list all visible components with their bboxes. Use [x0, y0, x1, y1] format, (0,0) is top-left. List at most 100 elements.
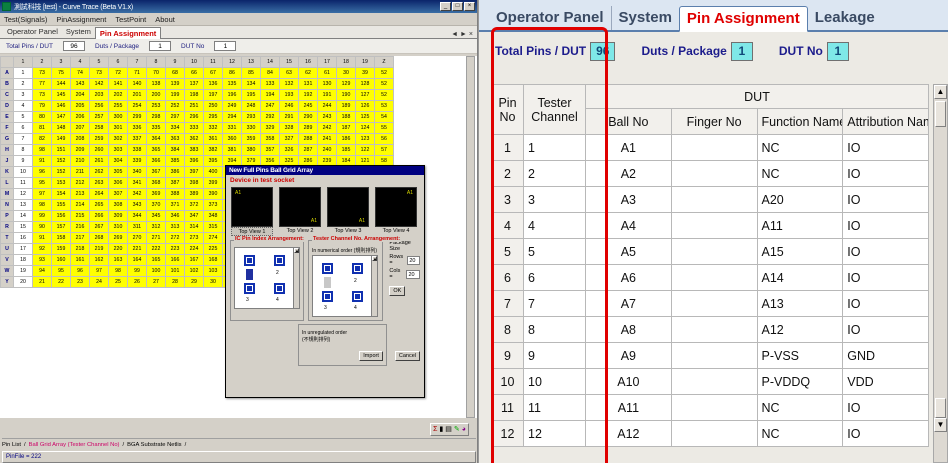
grid-cell[interactable]: 63 [279, 67, 299, 79]
cell-pin-no[interactable]: 8 [491, 316, 524, 343]
top-view-4-caption[interactable]: Top View 4 [382, 228, 410, 234]
grid-cell[interactable]: 292 [260, 111, 280, 123]
grid-cell[interactable]: 302 [108, 133, 128, 145]
grid-cell[interactable]: 248 [241, 100, 261, 112]
grid-cell[interactable]: 140 [127, 78, 147, 90]
grid-cell[interactable]: 80 [32, 111, 52, 123]
sheet-tab-ball-grid-array[interactable]: Ball Grid Array (Tester Channel No) [28, 441, 120, 448]
grid-cell[interactable]: 331 [222, 122, 242, 134]
total-pins-field[interactable]: 96 [62, 41, 85, 51]
cell-pin-no[interactable]: 3 [491, 186, 524, 213]
grid-cell[interactable]: 185 [336, 144, 356, 156]
grid-cell[interactable]: 373 [203, 199, 223, 211]
grid-cell[interactable]: 26 [127, 276, 147, 288]
grid-cell[interactable]: 58 [374, 155, 394, 167]
grid-col-header[interactable]: 15 [279, 56, 299, 68]
menu-item-pin-assignment[interactable]: PinAssignment [56, 14, 107, 24]
grid-cell[interactable]: 215 [70, 210, 90, 222]
grid-cell[interactable]: 132 [279, 78, 299, 90]
grid-cell[interactable]: 73 [89, 67, 109, 79]
grid-cell[interactable]: 389 [184, 188, 204, 200]
cell-attribution-name[interactable]: IO [842, 290, 929, 317]
grid-cell[interactable]: 246 [279, 100, 299, 112]
grid-cell[interactable]: 241 [317, 133, 337, 145]
top-view-3-caption[interactable]: Top View 3 [334, 228, 362, 234]
grid-cell[interactable]: 156 [51, 210, 71, 222]
grid-cell[interactable]: 146 [51, 100, 71, 112]
cols-input[interactable]: 20 [406, 269, 420, 279]
grid-cell[interactable]: 191 [317, 89, 337, 101]
grid-cell[interactable]: 207 [70, 122, 90, 134]
grid-row-header[interactable]: B [0, 78, 14, 90]
tab-operator-panel[interactable]: Operator Panel [7, 27, 58, 36]
grid-cell[interactable]: 124 [355, 122, 375, 134]
grid-cell[interactable]: 384 [165, 144, 185, 156]
grid-cell[interactable]: 220 [108, 243, 128, 255]
tab-nav-icons[interactable]: ◄ ► × [451, 31, 473, 38]
grid-cell[interactable]: 212 [70, 177, 90, 189]
grid-cell[interactable]: 15 [13, 221, 33, 233]
pin-square[interactable] [273, 282, 286, 295]
grid-cell[interactable]: 53 [374, 100, 394, 112]
cell-pin-no[interactable]: 6 [491, 264, 524, 291]
cell-pin-no[interactable]: 4 [491, 212, 524, 239]
grid-cell[interactable]: 52 [374, 89, 394, 101]
cell-tester-channel[interactable]: 11 [523, 394, 586, 421]
grid-cell[interactable]: 10 [13, 166, 33, 178]
duts-package-field-zoom[interactable]: 1 [730, 41, 753, 61]
grid-cell[interactable]: 14 [13, 210, 33, 222]
grid-cell[interactable]: 71 [127, 67, 147, 79]
sheet-tab-pin-list[interactable]: Pin List [2, 441, 22, 448]
grid-cell[interactable]: 141 [108, 78, 128, 90]
rows-input[interactable]: 20 [407, 255, 420, 265]
cell-attribution-name[interactable]: IO [842, 212, 929, 239]
grid-cell[interactable]: 253 [146, 100, 166, 112]
grid-cell[interactable]: 219 [89, 243, 109, 255]
grid-cell[interactable]: 294 [222, 111, 242, 123]
grid-cell[interactable]: 72 [108, 67, 128, 79]
grid-col-header[interactable]: 16 [298, 56, 318, 68]
grid-cell[interactable]: 28 [165, 276, 185, 288]
pin-square[interactable] [351, 262, 364, 275]
grid-cell[interactable]: 95 [51, 265, 71, 277]
cell-tester-channel[interactable]: 9 [523, 342, 586, 369]
grid-cell[interactable]: 91 [32, 155, 52, 167]
grid-cell[interactable]: 211 [70, 166, 90, 178]
grid-cell[interactable]: 368 [146, 177, 166, 189]
grid-cell[interactable]: 267 [89, 221, 109, 233]
cell-ball-no[interactable]: A6 [585, 264, 672, 291]
grid-row-header[interactable]: C [0, 89, 14, 101]
grid-cell[interactable]: 151 [51, 144, 71, 156]
grid-cell[interactable]: 30 [203, 276, 223, 288]
grid-cell[interactable]: 130 [317, 78, 337, 90]
cell-attribution-name[interactable]: IO [842, 134, 929, 161]
grid-cell[interactable]: 339 [127, 155, 147, 167]
grid-cell[interactable]: 25 [108, 276, 128, 288]
grid-row-header[interactable]: T [0, 232, 14, 244]
grid-cell[interactable]: 338 [127, 144, 147, 156]
grid-cell[interactable]: 4 [13, 100, 33, 112]
top-view-3[interactable]: A1 Top View 3 [327, 187, 369, 236]
grid-row-header[interactable]: K [0, 166, 14, 178]
table-row[interactable]: 11 11 A11 NC IO [491, 394, 929, 421]
top-view-2[interactable]: A1 Top View 2 [279, 187, 321, 236]
grid-cell[interactable]: 204 [70, 89, 90, 101]
cell-function-name[interactable]: NC [756, 134, 844, 161]
grid-cell[interactable]: 149 [51, 133, 71, 145]
grid-cell[interactable]: 1 [13, 67, 33, 79]
grid-cell[interactable]: 22 [51, 276, 71, 288]
cell-attribution-name[interactable]: IO [842, 160, 929, 187]
grid-cell[interactable]: 84 [260, 67, 280, 79]
grid-row-header[interactable]: G [0, 133, 14, 145]
grid-cell[interactable]: 5 [13, 111, 33, 123]
pinpad-scrollbar[interactable]: ▲ [293, 248, 299, 308]
grid-cell[interactable]: 164 [127, 254, 147, 266]
grid-cell[interactable]: 81 [32, 122, 52, 134]
grid-cell[interactable]: 155 [51, 199, 71, 211]
grid-cell[interactable]: 86 [222, 67, 242, 79]
grid-cell[interactable]: 131 [298, 78, 318, 90]
cell-function-name[interactable]: NC [756, 160, 844, 187]
grid-cell[interactable]: 198 [184, 89, 204, 101]
cell-function-name[interactable]: A15 [756, 238, 844, 265]
grid-row[interactable]: D 4 79 146 205 256 255 254 253 252 251 250 249 248 247… [0, 100, 394, 112]
